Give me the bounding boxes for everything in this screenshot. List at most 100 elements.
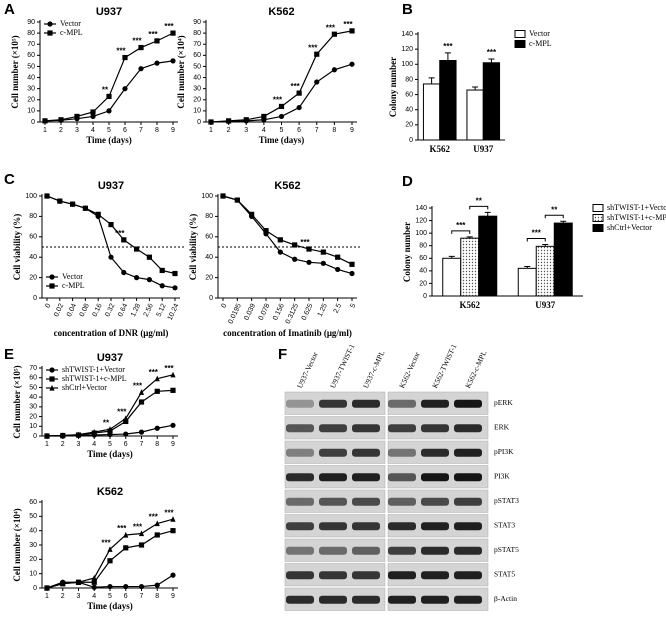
data-point	[170, 528, 176, 534]
series-line	[44, 32, 174, 122]
y-tick-label: 0	[33, 295, 37, 302]
data-point	[170, 30, 176, 36]
x-tick-label: 3	[77, 441, 81, 448]
data-point	[234, 197, 240, 203]
data-point	[170, 422, 176, 428]
data-point	[74, 113, 80, 120]
blot-column-label: K562-TWIST-1	[430, 342, 458, 389]
blot-band	[388, 399, 416, 408]
blot-band	[319, 424, 347, 433]
blot-band	[352, 497, 380, 506]
blot-band	[319, 546, 347, 555]
data-point	[75, 579, 82, 585]
x-tick-label: 1	[43, 127, 47, 134]
data-point	[91, 574, 97, 581]
data-point	[121, 269, 127, 276]
y-tick-label: 0	[209, 295, 213, 302]
data-point	[208, 119, 214, 125]
x-tick-label: 9	[171, 127, 175, 134]
y-tick-label: 100	[415, 230, 427, 237]
bar	[466, 89, 484, 141]
series-line	[222, 195, 353, 265]
y-tick-label: 80	[205, 213, 213, 220]
blot-band	[454, 424, 482, 433]
x-tick-label: 6	[124, 441, 128, 448]
data-point	[91, 584, 97, 590]
legend-label: shCtrl+Vector	[62, 383, 107, 392]
y-tick-label: 60	[405, 91, 413, 98]
blot-band	[388, 497, 416, 506]
x-tick-label: 5	[349, 303, 357, 310]
legend-label: Vector	[62, 272, 83, 281]
data-point	[134, 275, 140, 281]
blot-band	[421, 546, 449, 555]
blot-band	[319, 497, 347, 506]
blot-column-label: U937-TWIST-1	[328, 342, 356, 389]
y-axis-label: Colony number	[402, 222, 412, 282]
x-tick-label: 9	[171, 441, 175, 448]
data-point	[138, 583, 145, 590]
x-tick-label: 0.02	[53, 303, 65, 318]
blot-band	[454, 399, 482, 408]
data-point	[60, 580, 66, 587]
x-tick-label: 4	[91, 127, 95, 134]
legend-swatch	[514, 30, 526, 38]
x-tick-label: 7	[140, 593, 144, 600]
legend-marker	[47, 21, 53, 27]
bar	[478, 215, 498, 297]
significance: ***	[115, 229, 125, 238]
series-line	[222, 195, 353, 275]
x-tick-label: 4	[262, 127, 266, 134]
y-tick-label: 50	[29, 384, 37, 391]
y-tick-label: 0	[197, 119, 201, 126]
significance: **	[476, 197, 483, 206]
data-point	[58, 117, 64, 123]
blot-band	[319, 448, 347, 457]
significance: ***	[149, 368, 159, 377]
data-point	[296, 104, 302, 111]
y-axis-label: Cell number (×10⁴)	[176, 35, 186, 108]
data-point	[121, 237, 127, 243]
data-point	[349, 270, 355, 277]
significance: ***	[443, 42, 453, 51]
blot-band	[421, 571, 449, 580]
bracket	[469, 205, 489, 210]
y-tick-label: 40	[193, 74, 201, 81]
x-tick-label: 9	[350, 127, 354, 134]
bracket	[451, 230, 471, 234]
data-point	[123, 531, 129, 538]
blot-row-label: β-Actin	[494, 594, 517, 603]
y-tick-label: 0	[423, 293, 427, 300]
chart-title: K562	[97, 486, 123, 498]
legend-marker	[49, 376, 55, 382]
y-tick-label: 60	[419, 255, 427, 262]
y-tick-label: 50	[29, 513, 37, 520]
blot-band	[454, 546, 482, 555]
blot-row-label: pSTAT3	[494, 496, 519, 505]
y-tick-label: 90	[27, 19, 35, 26]
x-tick-label: 0.078	[258, 303, 272, 322]
data-point	[154, 425, 160, 431]
data-point	[170, 58, 176, 64]
y-tick-label: 60	[29, 375, 37, 382]
y-tick-label: 20	[419, 280, 427, 287]
bar	[553, 222, 573, 297]
y-tick-label: 0	[409, 137, 413, 144]
blot-band	[319, 399, 347, 408]
blot-band	[421, 473, 449, 482]
y-tick-label: 40	[405, 107, 413, 114]
significance: ***	[117, 524, 127, 533]
x-tick-label: 0.64	[117, 303, 129, 318]
error-bar	[484, 211, 491, 217]
y-axis-label: Cell viability (%)	[188, 214, 198, 281]
data-point	[320, 260, 326, 266]
y-tick-label: 60	[205, 234, 213, 241]
data-point	[172, 270, 178, 277]
data-point	[123, 418, 129, 425]
data-point	[107, 426, 113, 432]
blot-band	[319, 473, 347, 482]
x-tick-label: 0.16	[92, 303, 104, 318]
y-tick-label: 50	[27, 63, 35, 70]
y-tick-label: 20	[405, 122, 413, 129]
